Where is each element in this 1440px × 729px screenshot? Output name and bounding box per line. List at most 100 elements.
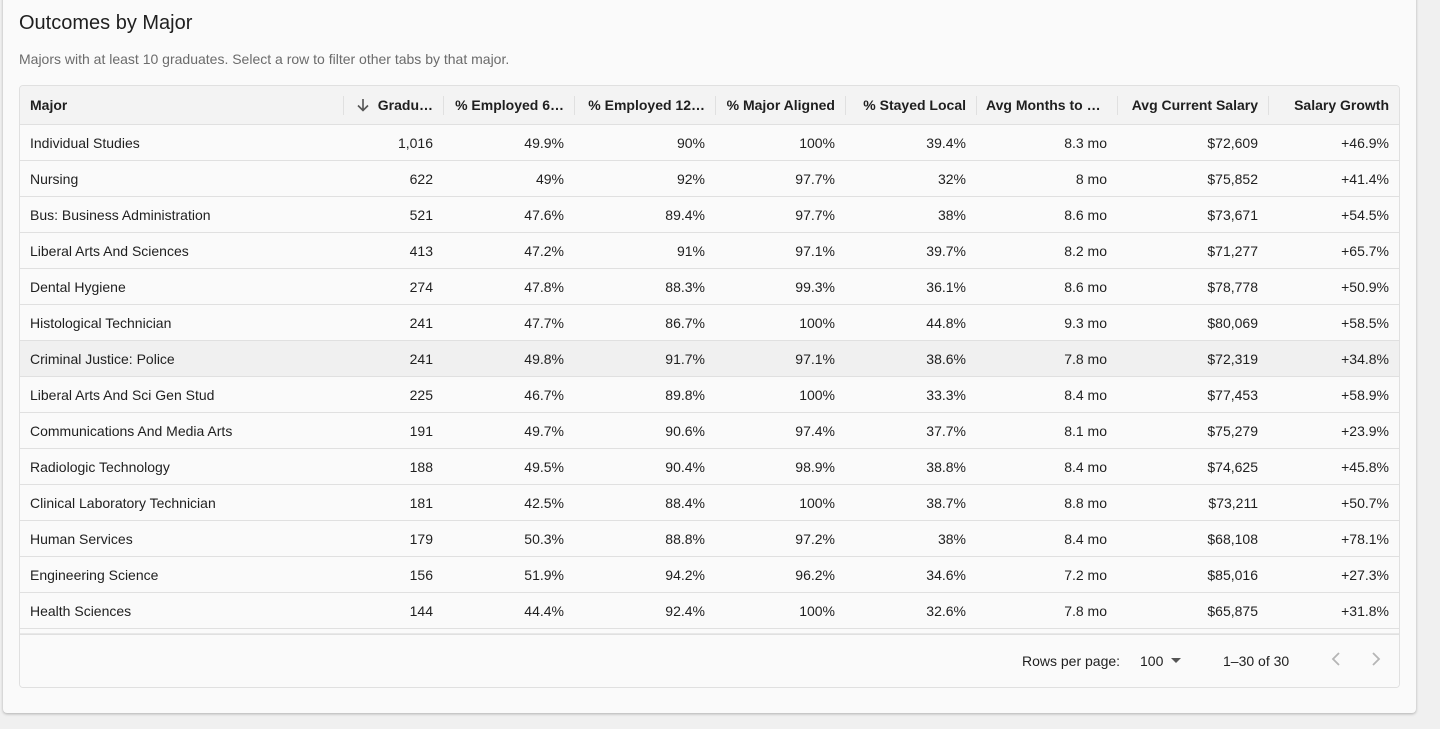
cell-salary: $73,211	[1208, 494, 1258, 511]
table-row[interactable]: Histological Technician 241 47.7% 86.7% 100%…	[20, 305, 1399, 341]
cell-emp12: 88.3%	[665, 278, 705, 295]
cell-salary: $72,609	[1207, 134, 1258, 151]
cell-growth: +58.9%	[1341, 386, 1389, 403]
table-row[interactable]: Radiologic Technology 188 49.5% 90.4% 98.9% 3…	[20, 449, 1399, 485]
arrow-down-icon[interactable]	[354, 96, 372, 114]
cell-aligned: 97.1%	[795, 350, 835, 367]
outcomes-card: Outcomes by Major Majors with at least 1…	[3, 0, 1416, 713]
cell-emp6: 47.7%	[524, 314, 564, 331]
cell-local: 39.4%	[926, 134, 966, 151]
cell-major: Liberal Arts And Sciences	[30, 242, 189, 259]
cell-months: 8.6 mo	[1064, 206, 1107, 223]
cell-major: Histological Technician	[30, 314, 172, 331]
cell-local: 38.6%	[926, 350, 966, 367]
cell-major: Liberal Arts And Sci Gen Stud	[30, 386, 215, 403]
cell-emp12: 91.7%	[665, 350, 705, 367]
cell-emp6: 49.9%	[524, 134, 564, 151]
cell-major: Dental Hygiene	[30, 278, 126, 295]
cell-local: 38%	[937, 530, 966, 547]
cell-aligned: 96.2%	[795, 566, 835, 583]
next-page-button[interactable]	[1364, 649, 1388, 673]
cell-emp6: 49.7%	[524, 422, 564, 439]
column-header-emp6[interactable]: % Employed 6…	[443, 86, 574, 124]
cell-graduates: 188	[409, 458, 433, 475]
table-row[interactable]: Individual Studies 1,016 49.9% 90% 100% 39.4%…	[20, 125, 1399, 161]
table-row[interactable]: Nursing 622 49% 92% 97.7% 32% 8 mo $75,852 +41.4…	[20, 161, 1399, 197]
cell-growth: +58.5%	[1341, 314, 1389, 331]
column-separator[interactable]	[343, 96, 344, 115]
rows-per-page-value: 100	[1140, 653, 1164, 669]
cell-emp12: 92%	[676, 170, 705, 187]
table-row[interactable]: Clinical Laboratory Technician 181 42.5% 88…	[20, 485, 1399, 521]
cell-growth: +78.1%	[1341, 530, 1389, 547]
column-header-aligned[interactable]: % Major Aligned	[715, 86, 845, 124]
table-row[interactable]: Liberal Arts And Sci Gen Stud 225 46.7% 89.…	[20, 377, 1399, 413]
cell-salary: $74,625	[1207, 458, 1258, 475]
cell-emp12: 91%	[676, 242, 705, 259]
cell-emp12: 86.7%	[665, 314, 705, 331]
column-header-months[interactable]: Avg Months to J…	[976, 86, 1117, 124]
previous-page-button[interactable]	[1324, 649, 1348, 673]
cell-salary: $71,277	[1207, 242, 1258, 259]
cell-major: Criminal Justice: Police	[30, 350, 175, 367]
cell-local: 38.8%	[926, 458, 966, 475]
table-row[interactable]: Engineering Science 156 51.9% 94.2% 96.2% 34.…	[20, 557, 1399, 593]
cell-graduates: 241	[409, 350, 433, 367]
column-separator[interactable]	[715, 96, 716, 115]
column-header-label: % Employed 6…	[455, 97, 564, 113]
cell-graduates: 179	[409, 530, 433, 547]
column-header-label: Avg Months to J…	[986, 97, 1107, 113]
cell-major: Communications And Media Arts	[30, 422, 233, 439]
cell-growth: +54.5%	[1341, 206, 1389, 223]
table-footer: Rows per page: 100 1–30 of 30	[20, 634, 1399, 687]
column-header-salary[interactable]: Avg Current Salary	[1117, 86, 1268, 124]
cell-emp6: 44.4%	[524, 602, 564, 619]
table-row[interactable]: Human Services 179 50.3% 88.8% 97.2% 38% 8.4 m…	[20, 521, 1399, 557]
column-separator[interactable]	[845, 96, 846, 115]
cell-months: 8.4 mo	[1064, 386, 1107, 403]
column-separator[interactable]	[1117, 96, 1118, 115]
table-row[interactable]: Communications And Media Arts 191 49.7% 90.…	[20, 413, 1399, 449]
column-separator[interactable]	[1268, 96, 1269, 115]
table-row[interactable]: Dental Hygiene 274 47.8% 88.3% 99.3% 36.1% 8.6…	[20, 269, 1399, 305]
cell-graduates: 181	[409, 494, 433, 511]
page-title: Outcomes by Major	[19, 12, 193, 34]
table-header: Major Gradu… % Employed 6… % Employed 12… % …	[20, 86, 1399, 125]
column-separator[interactable]	[976, 96, 977, 115]
cell-emp12: 88.4%	[665, 494, 705, 511]
column-header-graduates[interactable]: Gradu…	[343, 86, 443, 124]
rows-per-page-select[interactable]: 100	[1140, 649, 1183, 673]
column-header-growth[interactable]: Salary Growth	[1268, 86, 1399, 124]
cell-salary: $77,453	[1207, 386, 1258, 403]
chevron-right-icon	[1371, 651, 1381, 671]
cell-aligned: 97.1%	[795, 242, 835, 259]
table-row[interactable]: Bus: Business Administration 521 47.6% 89.4…	[20, 197, 1399, 233]
column-header-label: Avg Current Salary	[1131, 97, 1258, 113]
column-separator[interactable]	[574, 96, 575, 115]
cell-local: 37.7%	[926, 422, 966, 439]
cell-salary: $85,016	[1207, 566, 1258, 583]
cell-emp6: 50.3%	[524, 530, 564, 547]
table-row[interactable]: Liberal Arts And Sciences 413 47.2% 91% 97.1…	[20, 233, 1399, 269]
outcomes-table: Major Gradu… % Employed 6… % Employed 12… % …	[19, 85, 1400, 688]
cell-aligned: 100%	[799, 602, 835, 619]
cell-months: 8.3 mo	[1064, 134, 1107, 151]
cell-graduates: 191	[409, 422, 433, 439]
cell-emp12: 94.2%	[665, 566, 705, 583]
cell-months: 8.4 mo	[1064, 458, 1107, 475]
column-header-emp12[interactable]: % Employed 12…	[574, 86, 715, 124]
table-row[interactable]: Criminal Justice: Police 241 49.8% 91.7% 97.…	[20, 341, 1399, 377]
column-separator[interactable]	[443, 96, 444, 115]
column-header-label: % Major Aligned	[726, 97, 835, 113]
column-header-major[interactable]: Major	[20, 86, 343, 124]
table-body: Individual Studies 1,016 49.9% 90% 100% 39.4%…	[20, 125, 1399, 633]
cell-emp12: 89.4%	[665, 206, 705, 223]
cell-growth: +45.8%	[1341, 458, 1389, 475]
cell-aligned: 98.9%	[795, 458, 835, 475]
cell-graduates: 241	[409, 314, 433, 331]
cell-local: 38%	[937, 206, 966, 223]
column-header-local[interactable]: % Stayed Local	[845, 86, 976, 124]
cell-local: 44.8%	[926, 314, 966, 331]
cell-months: 9.3 mo	[1064, 314, 1107, 331]
table-row[interactable]: Health Sciences 144 44.4% 92.4% 100% 32.6% 7.8…	[20, 593, 1399, 629]
